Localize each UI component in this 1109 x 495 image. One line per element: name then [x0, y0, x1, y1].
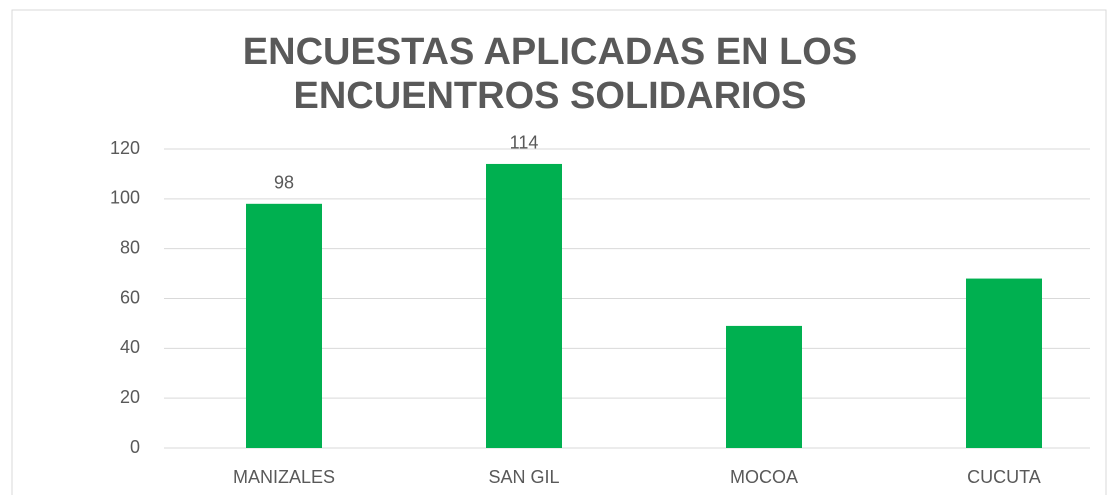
y-tick-label: 80: [120, 237, 140, 257]
y-tick-label: 60: [120, 287, 140, 307]
y-tick-label: 0: [130, 437, 140, 457]
x-tick-label: CUCUTA: [967, 467, 1041, 487]
chart-title: ENCUESTAS APLICADAS EN LOS ENCUENTROS SO…: [242, 31, 858, 117]
y-tick-label: 20: [120, 387, 140, 407]
x-tick-label: SAN GIL: [488, 467, 559, 487]
y-tick-label: 40: [120, 337, 140, 357]
x-tick-label: MANIZALES: [233, 467, 335, 487]
data-label: 114: [510, 133, 539, 153]
bar: [486, 163, 562, 448]
chart-border: [11, 9, 1107, 495]
bar: [246, 203, 322, 448]
bar: [726, 325, 802, 448]
data-label: 98: [274, 173, 294, 193]
x-tick-label: MOCOA: [730, 467, 798, 487]
y-tick-label: 120: [110, 138, 140, 158]
y-tick-label: 100: [110, 188, 140, 208]
bar: [966, 278, 1042, 448]
